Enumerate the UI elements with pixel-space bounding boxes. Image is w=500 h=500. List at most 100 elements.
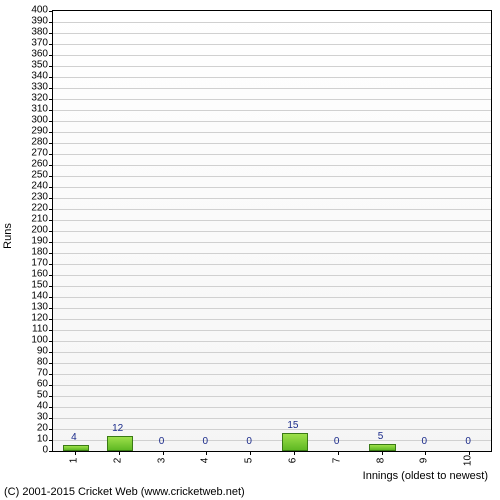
y-tick-label: 20	[8, 423, 48, 434]
y-tick	[49, 396, 53, 397]
gridline	[53, 308, 491, 309]
gridline	[53, 44, 491, 45]
y-tick	[49, 341, 53, 342]
y-tick-label: 50	[8, 390, 48, 401]
gridline	[53, 297, 491, 298]
x-tick-label: 8	[375, 451, 386, 471]
y-tick-label: 230	[8, 192, 48, 203]
y-tick-label: 220	[8, 203, 48, 214]
y-tick	[49, 286, 53, 287]
x-tick-label: 7	[331, 451, 342, 471]
gridline	[53, 55, 491, 56]
y-tick	[49, 374, 53, 375]
y-tick	[49, 143, 53, 144]
gridline	[53, 231, 491, 232]
y-tick-label: 200	[8, 225, 48, 236]
y-tick-label: 0	[8, 445, 48, 456]
y-tick	[49, 352, 53, 353]
y-tick	[49, 198, 53, 199]
bar-value-label: 12	[112, 423, 123, 434]
gridline	[53, 154, 491, 155]
y-tick-label: 240	[8, 181, 48, 192]
gridline	[53, 121, 491, 122]
gridline	[53, 385, 491, 386]
y-tick	[49, 308, 53, 309]
chart-container: Runs Innings (oldest to newest) (C) 2001…	[0, 0, 500, 500]
x-tick-label: 6	[287, 451, 298, 471]
y-tick	[49, 242, 53, 243]
y-tick-label: 90	[8, 346, 48, 357]
y-tick-label: 250	[8, 170, 48, 181]
y-tick-label: 380	[8, 27, 48, 38]
y-tick-label: 210	[8, 214, 48, 225]
y-tick	[49, 132, 53, 133]
gridline	[53, 253, 491, 254]
bar-value-label: 0	[159, 436, 165, 447]
y-tick	[49, 319, 53, 320]
y-tick	[49, 220, 53, 221]
y-tick-label: 400	[8, 5, 48, 16]
y-tick-label: 110	[8, 324, 48, 335]
y-tick-label: 180	[8, 247, 48, 258]
y-tick	[49, 264, 53, 265]
bar-value-label: 5	[378, 431, 384, 442]
y-tick-label: 350	[8, 60, 48, 71]
y-tick-label: 10	[8, 434, 48, 445]
gridline	[53, 176, 491, 177]
y-tick	[49, 77, 53, 78]
bar-value-label: 0	[246, 436, 252, 447]
y-tick	[49, 187, 53, 188]
y-tick-label: 150	[8, 280, 48, 291]
y-tick	[49, 55, 53, 56]
y-tick	[49, 451, 53, 452]
x-tick-label: 3	[156, 451, 167, 471]
bar-value-label: 15	[287, 420, 298, 431]
y-tick-label: 290	[8, 126, 48, 137]
gridline	[53, 374, 491, 375]
gridline	[53, 143, 491, 144]
y-tick-label: 140	[8, 291, 48, 302]
gridline	[53, 363, 491, 364]
gridline	[53, 88, 491, 89]
y-tick	[49, 22, 53, 23]
y-tick-label: 60	[8, 379, 48, 390]
y-tick-label: 270	[8, 148, 48, 159]
gridline	[53, 352, 491, 353]
y-tick-label: 80	[8, 357, 48, 368]
y-tick	[49, 121, 53, 122]
y-tick-label: 100	[8, 335, 48, 346]
y-tick	[49, 407, 53, 408]
gridline	[53, 330, 491, 331]
y-tick	[49, 88, 53, 89]
bar	[282, 433, 308, 452]
chart-plot-area	[52, 10, 492, 452]
gridline	[53, 77, 491, 78]
gridline	[53, 99, 491, 100]
gridline	[53, 220, 491, 221]
y-tick-label: 330	[8, 82, 48, 93]
y-tick-label: 390	[8, 16, 48, 27]
y-tick-label: 300	[8, 115, 48, 126]
gridline	[53, 209, 491, 210]
y-tick	[49, 385, 53, 386]
y-tick	[49, 297, 53, 298]
y-tick	[49, 154, 53, 155]
bar-value-label: 0	[203, 436, 209, 447]
y-tick-label: 120	[8, 313, 48, 324]
y-tick	[49, 209, 53, 210]
y-tick	[49, 99, 53, 100]
y-tick	[49, 165, 53, 166]
bar-value-label: 0	[465, 436, 471, 447]
y-tick	[49, 363, 53, 364]
copyright-text: (C) 2001-2015 Cricket Web (www.cricketwe…	[4, 486, 245, 498]
y-tick-label: 70	[8, 368, 48, 379]
x-tick-label: 5	[244, 451, 255, 471]
y-tick	[49, 330, 53, 331]
gridline	[53, 275, 491, 276]
gridline	[53, 418, 491, 419]
gridline	[53, 110, 491, 111]
y-tick-label: 130	[8, 302, 48, 313]
gridline	[53, 264, 491, 265]
gridline	[53, 286, 491, 287]
gridline	[53, 33, 491, 34]
